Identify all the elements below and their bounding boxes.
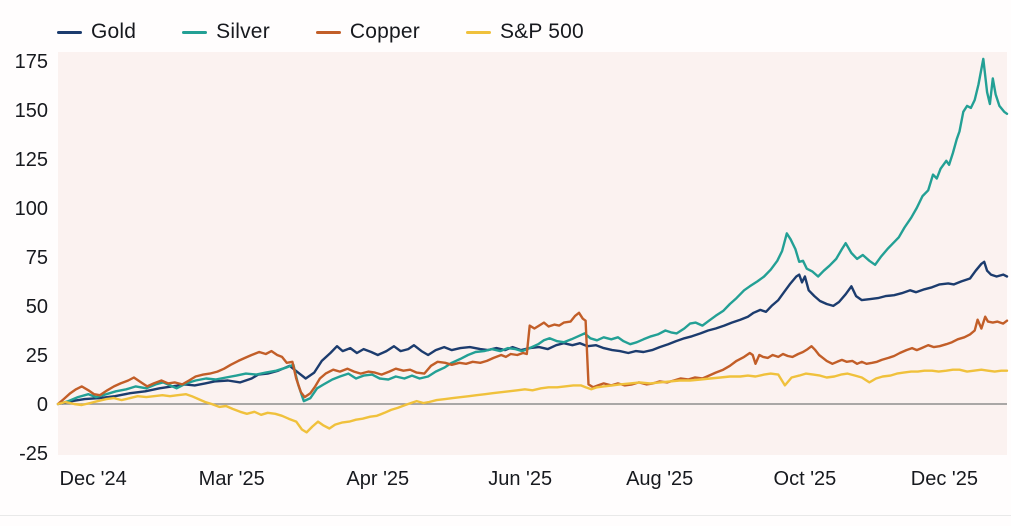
y-tick-label: 100	[15, 198, 48, 220]
y-tick-label: 175	[15, 51, 48, 73]
copper-line-swatch	[315, 30, 341, 34]
legend-item-silver[interactable]: Silver	[182, 20, 270, 44]
y-tick-label: 75	[26, 247, 48, 269]
y-axis-labels: 175 150 125 100 75 50 25 0 -25	[15, 51, 48, 465]
x-tick-label: Mar '25	[199, 468, 265, 490]
legend-label-copper: Copper	[349, 20, 420, 43]
legend-label-silver: Silver	[216, 20, 270, 43]
chart-legend: Gold Silver Copper S&P 500	[57, 20, 630, 44]
x-axis-labels: Dec '24 Mar '25 Apr '25 Jun '25 Aug '25 Oct '…	[60, 468, 978, 490]
sp500-line-swatch	[465, 30, 491, 34]
y-tick-label: 125	[15, 149, 48, 171]
silver-line-swatch	[182, 30, 208, 34]
legend-label-gold: Gold	[91, 20, 137, 43]
y-tick-label: 50	[26, 296, 48, 318]
x-tick-label: Dec '25	[911, 468, 978, 490]
legend-item-copper[interactable]: Copper	[315, 20, 420, 44]
y-tick-label: 25	[26, 345, 48, 367]
x-tick-label: Aug '25	[626, 468, 693, 490]
y-tick-label: 0	[37, 394, 48, 416]
legend-label-sp500: S&P 500	[499, 20, 584, 43]
x-tick-label: Dec '24	[60, 468, 127, 490]
gold-line-swatch	[57, 30, 82, 34]
x-tick-label: Apr '25	[346, 468, 409, 490]
series-line-silver	[56, 57, 1009, 406]
y-tick-label: -25	[19, 443, 48, 465]
legend-item-sp500[interactable]: S&P 500	[465, 20, 584, 44]
bottom-divider	[0, 515, 1011, 516]
x-tick-label: Oct '25	[774, 468, 837, 490]
series-line-gold	[56, 260, 1009, 406]
plot-area	[58, 52, 1007, 455]
series-line-copper	[56, 311, 1009, 406]
legend-item-gold[interactable]: Gold	[57, 20, 136, 44]
series-lines	[56, 57, 1009, 434]
series-line-s-p-500	[56, 368, 1009, 434]
y-tick-label: 150	[15, 100, 48, 122]
x-tick-label: Jun '25	[488, 468, 552, 490]
